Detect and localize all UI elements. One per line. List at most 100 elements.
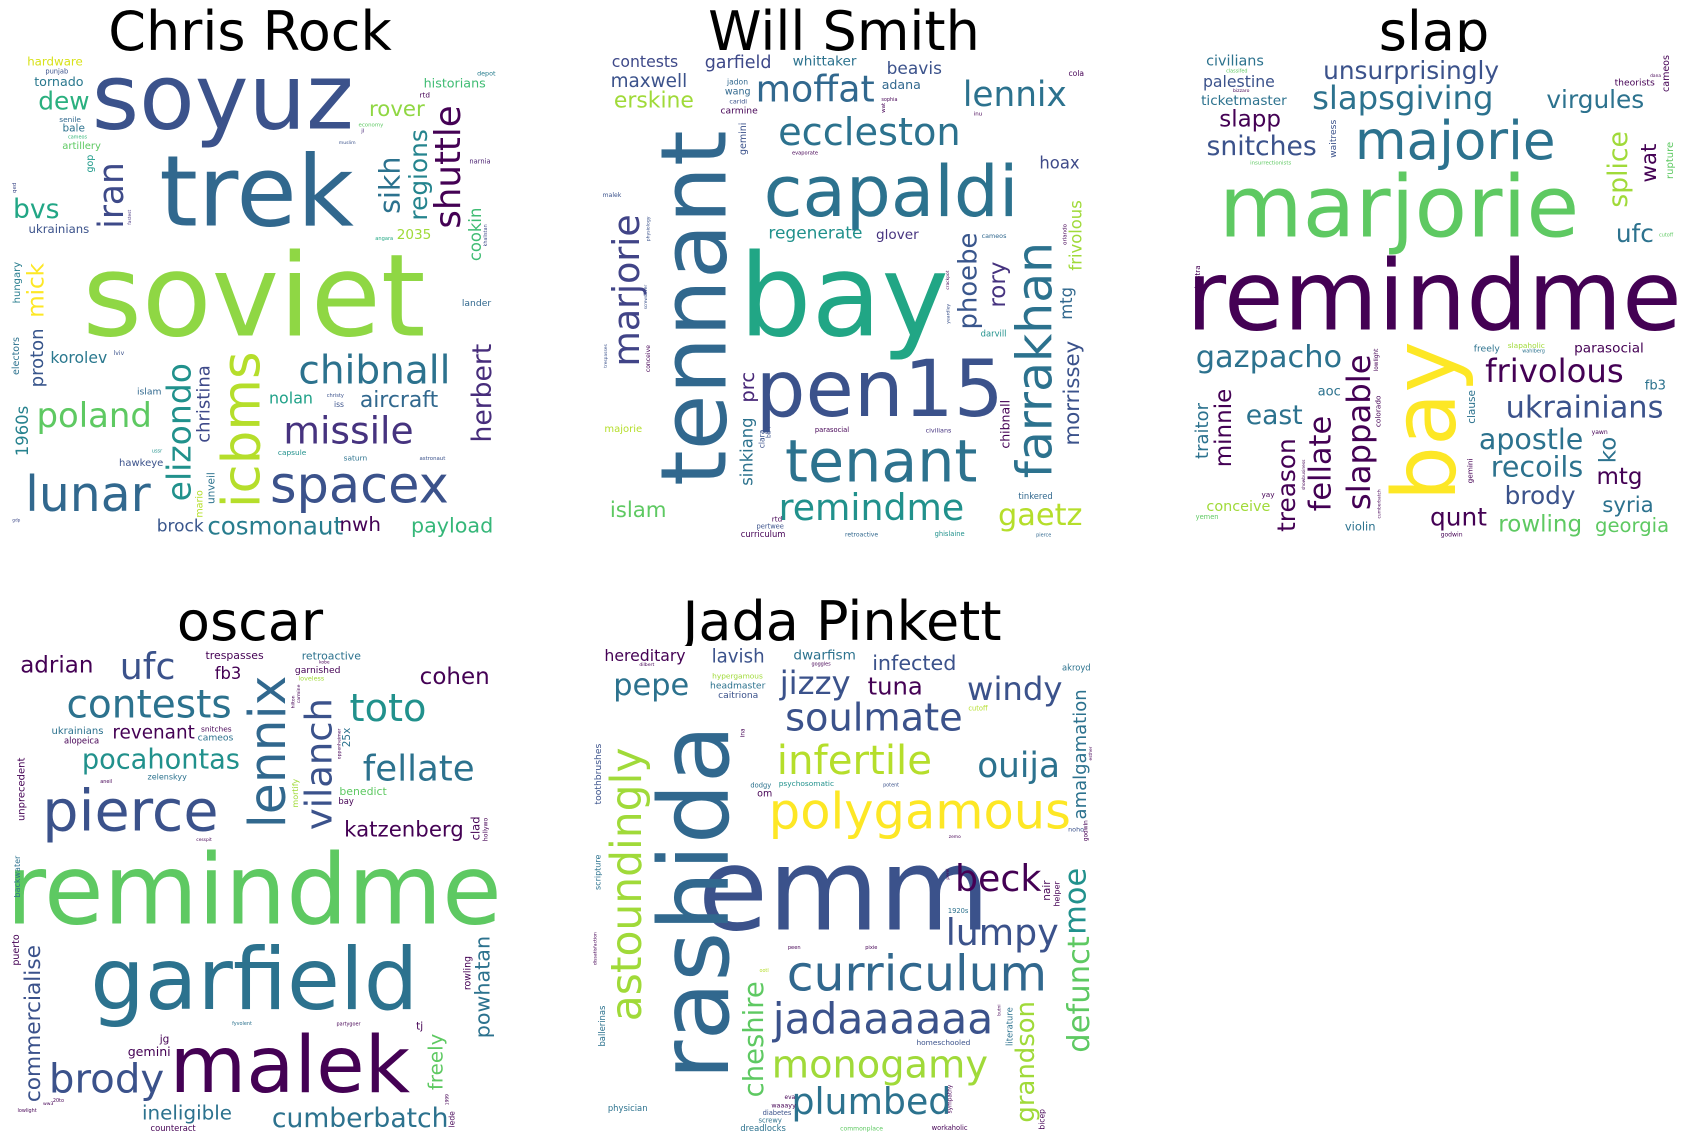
word-screwy: screwy [759,1117,782,1125]
word-emm: emm [698,824,990,957]
word-conceive: conceive [645,345,652,372]
word-pixie: pixie [865,945,877,951]
word-icbms: icbms [212,351,273,508]
word-nair: nair [1041,880,1053,901]
word-workaholic: workaholic [932,1124,968,1132]
word-gaetz: gaetz [998,498,1082,533]
word-showbusiness: showbusiness [1301,459,1307,490]
word-pierce: pierce [1036,532,1051,538]
word-ukrainians: ukrainians [29,222,90,236]
word-snitches: snitches [1206,131,1316,162]
word-retroactive: retroactive [302,649,362,662]
word-lede: lede [448,1111,457,1128]
word-rowling: rowling [1498,511,1582,537]
word-beavis: beavis [887,59,942,79]
word-remindme: remindme [10,834,498,947]
word-missile: missile [283,409,413,453]
word-herbert: herbert [467,344,498,443]
word-regenerate: regenerate [768,224,862,244]
word-trespasses: trespasses [205,649,264,662]
word-defunct: defunct [1062,936,1096,1053]
word-ussr: ussr [152,449,163,455]
word-gazpacho: gazpacho [1196,340,1342,375]
word-slapaholic: slapaholic [1508,341,1545,350]
word-gop: gop [85,155,96,173]
word-dissatisfaction: dissatisfaction [593,932,599,965]
word-monogamy: monogamy [772,1042,988,1087]
word-astoundingly: astoundingly [602,748,651,1022]
word-hungary: hungary [12,262,23,304]
word-georgia: georgia [1595,514,1669,537]
word-cameos: cameos [1661,55,1672,92]
word-esther: esther [1088,746,1094,760]
word-tornado: tornado [34,74,84,89]
word-brock: brock [157,517,204,537]
word-rtd: rtd [772,515,783,524]
word-commonplace: commonplace [840,1126,883,1133]
word-rtd: rtd [420,91,431,100]
word-butni: butni [996,1004,1002,1015]
word-revenant: revenant [112,722,194,743]
word-whittaker: whittaker [793,54,857,70]
word-trek: trek [159,136,354,250]
word-cutoff: cutoff [968,705,988,713]
word-senile: senile [59,115,81,124]
word-bale: bale [62,123,84,135]
word-islam: islam [137,387,162,398]
word-pepe: pepe [613,668,689,703]
word-parasocial: parasocial [815,426,849,434]
panel-title-chris-rock: Chris Rock [108,0,392,63]
panel-title-slap: slap [1378,0,1490,63]
word-perel: perel [945,869,951,880]
word-virgules: virgules [1546,85,1644,114]
word-contests: contests [66,682,231,727]
panel-title-oscar: oscar [176,590,324,653]
word-iran: iran [92,162,132,228]
word-capsule: capsule [278,448,307,457]
word-narnia: narnia [469,158,490,166]
word-qed: qed [12,183,18,193]
wordcloud-will-smith: bay tennant capaldi pen15 tenant farrakhan ecc… [600,52,1088,540]
word-islam: islam [610,498,667,523]
word-khalistan: khalistan [483,224,489,246]
word-violin: violin [1345,520,1376,534]
word-ufc: ufc [120,646,176,688]
word-cameos: cameos [68,135,87,141]
word-payload: payload [411,513,493,537]
word-amalgamation: amalgamation [1070,689,1091,819]
word-saturn: saturn [344,453,368,462]
word-brody: brody [1505,481,1576,510]
word-ballerinas: ballerinas [597,1006,607,1047]
word-conceive: conceive [1206,499,1270,515]
word-gemini: gemini [738,123,749,155]
word-malek: malek [170,1019,411,1111]
word-jl: jl [360,128,365,134]
word-fellate: fellate [363,748,475,789]
word-psychosomatic: psychosomatic [779,779,834,788]
word-mtg: mtg [1596,464,1642,490]
word-nolan: nolan [269,388,313,407]
word-lennix: lennix [238,676,297,829]
word-1999: 1999 [445,1094,451,1105]
word-dreadlocks: dreadlocks [740,1123,785,1133]
word-lowlight: lowlight [17,1108,36,1114]
word-bvs: bvs [13,194,59,225]
word-korolev: korolev [50,349,107,367]
word-bizzaro: bizzaro [1233,88,1250,94]
word-tinkered: tinkered [1018,491,1052,501]
word-polygamous: polygamous [769,783,1071,841]
word-minnie: minnie [1211,389,1237,468]
word-vilanch: vilanch [298,698,341,830]
word-zelenskyy: zelenskyy [148,773,188,782]
word-infertile: infertile [777,737,932,784]
word-hollywo: hollywo [483,817,490,841]
word-artillery: artillery [62,141,101,152]
word-orlando: orlando [1063,223,1069,245]
wordcloud-oscar: remindme lennix garfield malek pierce vilanch… [10,646,498,1134]
word-toothbrushes: toothbrushes [593,744,604,805]
word-traitor: traitor [1192,402,1213,459]
word-garnished: garnished [295,665,341,676]
word-civilians: civilians [926,427,952,435]
